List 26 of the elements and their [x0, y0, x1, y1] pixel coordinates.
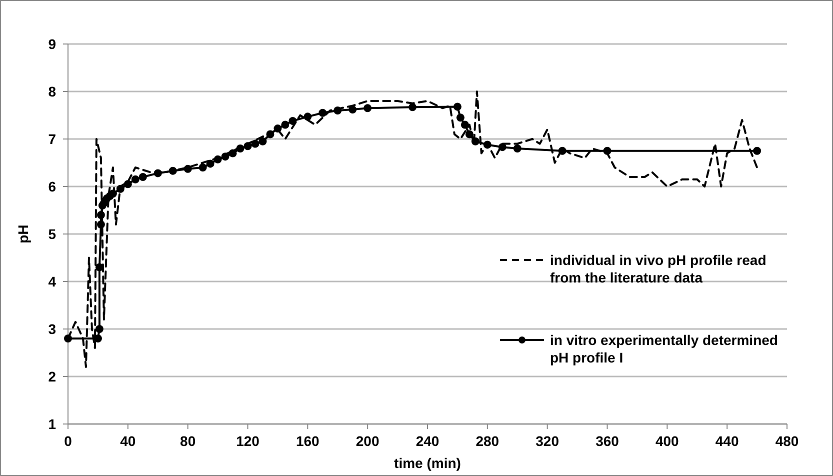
- legend-label: individual in vivo pH profile read from the literature data: [550, 252, 766, 286]
- y-tick-label: 3: [48, 320, 56, 337]
- y-axis-title: pH: [15, 224, 31, 244]
- x-axis-title: time (min): [394, 455, 461, 471]
- y-tick-label: 6: [48, 178, 56, 194]
- x-tick-label: 280: [476, 433, 500, 449]
- y-tick-label: 2: [48, 368, 56, 384]
- x-tick-label: 160: [296, 433, 320, 449]
- x-tick-label: 200: [356, 433, 380, 449]
- x-tick-label: 40: [120, 433, 136, 449]
- y-tick-label: 9: [48, 36, 56, 52]
- x-tick-label: 240: [416, 433, 440, 449]
- x-tick-label: 0: [64, 433, 72, 449]
- x-tick-label: 320: [536, 433, 560, 449]
- x-tick-label: 440: [715, 433, 739, 449]
- y-tick-label: 1: [48, 416, 56, 432]
- y-tick-label: 5: [48, 226, 56, 242]
- y-tick-label: 8: [48, 83, 56, 100]
- x-tick-label: 480: [775, 433, 799, 449]
- x-tick-label: 400: [655, 433, 680, 449]
- x-tick-label: 120: [236, 433, 260, 449]
- y-tick-label: 7: [48, 130, 56, 147]
- y-tick-label: 4: [48, 273, 56, 290]
- x-tick-label: 80: [180, 433, 196, 449]
- x-tick-label: 360: [596, 433, 620, 449]
- legend-label: in vitro experimentally determined pH profile I: [550, 332, 778, 366]
